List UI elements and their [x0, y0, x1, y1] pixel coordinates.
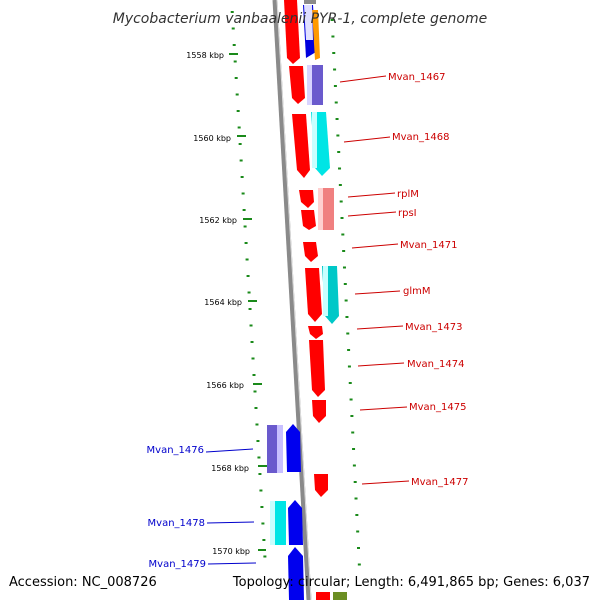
- tick-dots: [230, 11, 361, 566]
- gene-feature[interactable]: [312, 112, 317, 168]
- gene-feature[interactable]: [284, 0, 300, 64]
- gene-feature[interactable]: [308, 326, 323, 339]
- accession-text: Accession: NC_008726: [9, 575, 157, 590]
- gene-feature[interactable]: [303, 242, 318, 262]
- gene-feature[interactable]: [304, 0, 316, 4]
- gene-feature[interactable]: [318, 188, 323, 230]
- gene-feature[interactable]: [314, 474, 328, 497]
- genome-backbone: [272, 0, 312, 600]
- gene-label-glmm[interactable]: glmM: [403, 286, 431, 297]
- tick-label-1570: 1570 kbp: [212, 547, 250, 556]
- tick-label-1558: 1558 kbp: [186, 51, 224, 60]
- gene-feature[interactable]: [299, 190, 314, 208]
- gene-feature[interactable]: [288, 500, 303, 545]
- tick-label-1564: 1564 kbp: [204, 298, 242, 307]
- gene-features: [267, 0, 347, 600]
- gene-label-mvan-1479[interactable]: Mvan_1479: [149, 559, 206, 570]
- gene-feature[interactable]: [323, 266, 328, 316]
- topology-summary: Topology: circular; Length: 6,491,865 bp…: [232, 575, 590, 590]
- gene-labels: Mvan_1467 Mvan_1468 rplM rpsI Mvan_1471 …: [147, 72, 469, 570]
- gene-label-rplm[interactable]: rplM: [397, 189, 419, 200]
- gene-feature[interactable]: [316, 592, 330, 600]
- gene-feature[interactable]: [333, 592, 347, 600]
- tick-label-1568: 1568 kbp: [211, 464, 249, 473]
- gene-label-mvan-1475[interactable]: Mvan_1475: [409, 402, 466, 413]
- gene-label-mvan-1477[interactable]: Mvan_1477: [411, 477, 468, 488]
- gene-feature[interactable]: [270, 501, 275, 545]
- gene-feature[interactable]: [277, 425, 283, 473]
- gene-feature[interactable]: [286, 424, 301, 472]
- tick-label-1562: 1562 kbp: [199, 216, 237, 225]
- gene-feature[interactable]: [307, 65, 312, 105]
- leader-lines: [205, 75, 410, 565]
- gene-feature[interactable]: [292, 114, 310, 178]
- tick-label-1566: 1566 kbp: [206, 381, 244, 390]
- gene-label-mvan-1476[interactable]: Mvan_1476: [147, 445, 204, 456]
- gene-label-mvan-1474[interactable]: Mvan_1474: [407, 359, 464, 370]
- gene-feature[interactable]: [301, 210, 316, 230]
- gene-feature[interactable]: [289, 66, 305, 104]
- gene-label-mvan-1478[interactable]: Mvan_1478: [148, 518, 205, 529]
- gene-label-mvan-1473[interactable]: Mvan_1473: [405, 322, 462, 333]
- gene-label-rpsi[interactable]: rpsI: [398, 208, 417, 219]
- gene-label-mvan-1471[interactable]: Mvan_1471: [400, 240, 457, 251]
- kbp-scale: 1558 kbp 1560 kbp 1562 kbp 1564 kbp 1566…: [186, 51, 267, 556]
- map-title: Mycobacterium vanbaalenii PYR-1, complet…: [113, 11, 488, 27]
- gene-feature[interactable]: [312, 400, 326, 423]
- gene-feature[interactable]: [304, 5, 313, 40]
- gene-feature[interactable]: [312, 10, 320, 60]
- gene-feature[interactable]: [288, 547, 304, 600]
- gene-feature[interactable]: [309, 340, 325, 397]
- gene-label-mvan-1467[interactable]: Mvan_1467: [388, 72, 445, 83]
- gene-feature[interactable]: [305, 268, 322, 322]
- gene-label-mvan-1468[interactable]: Mvan_1468: [392, 132, 449, 143]
- tick-label-1560: 1560 kbp: [193, 134, 231, 143]
